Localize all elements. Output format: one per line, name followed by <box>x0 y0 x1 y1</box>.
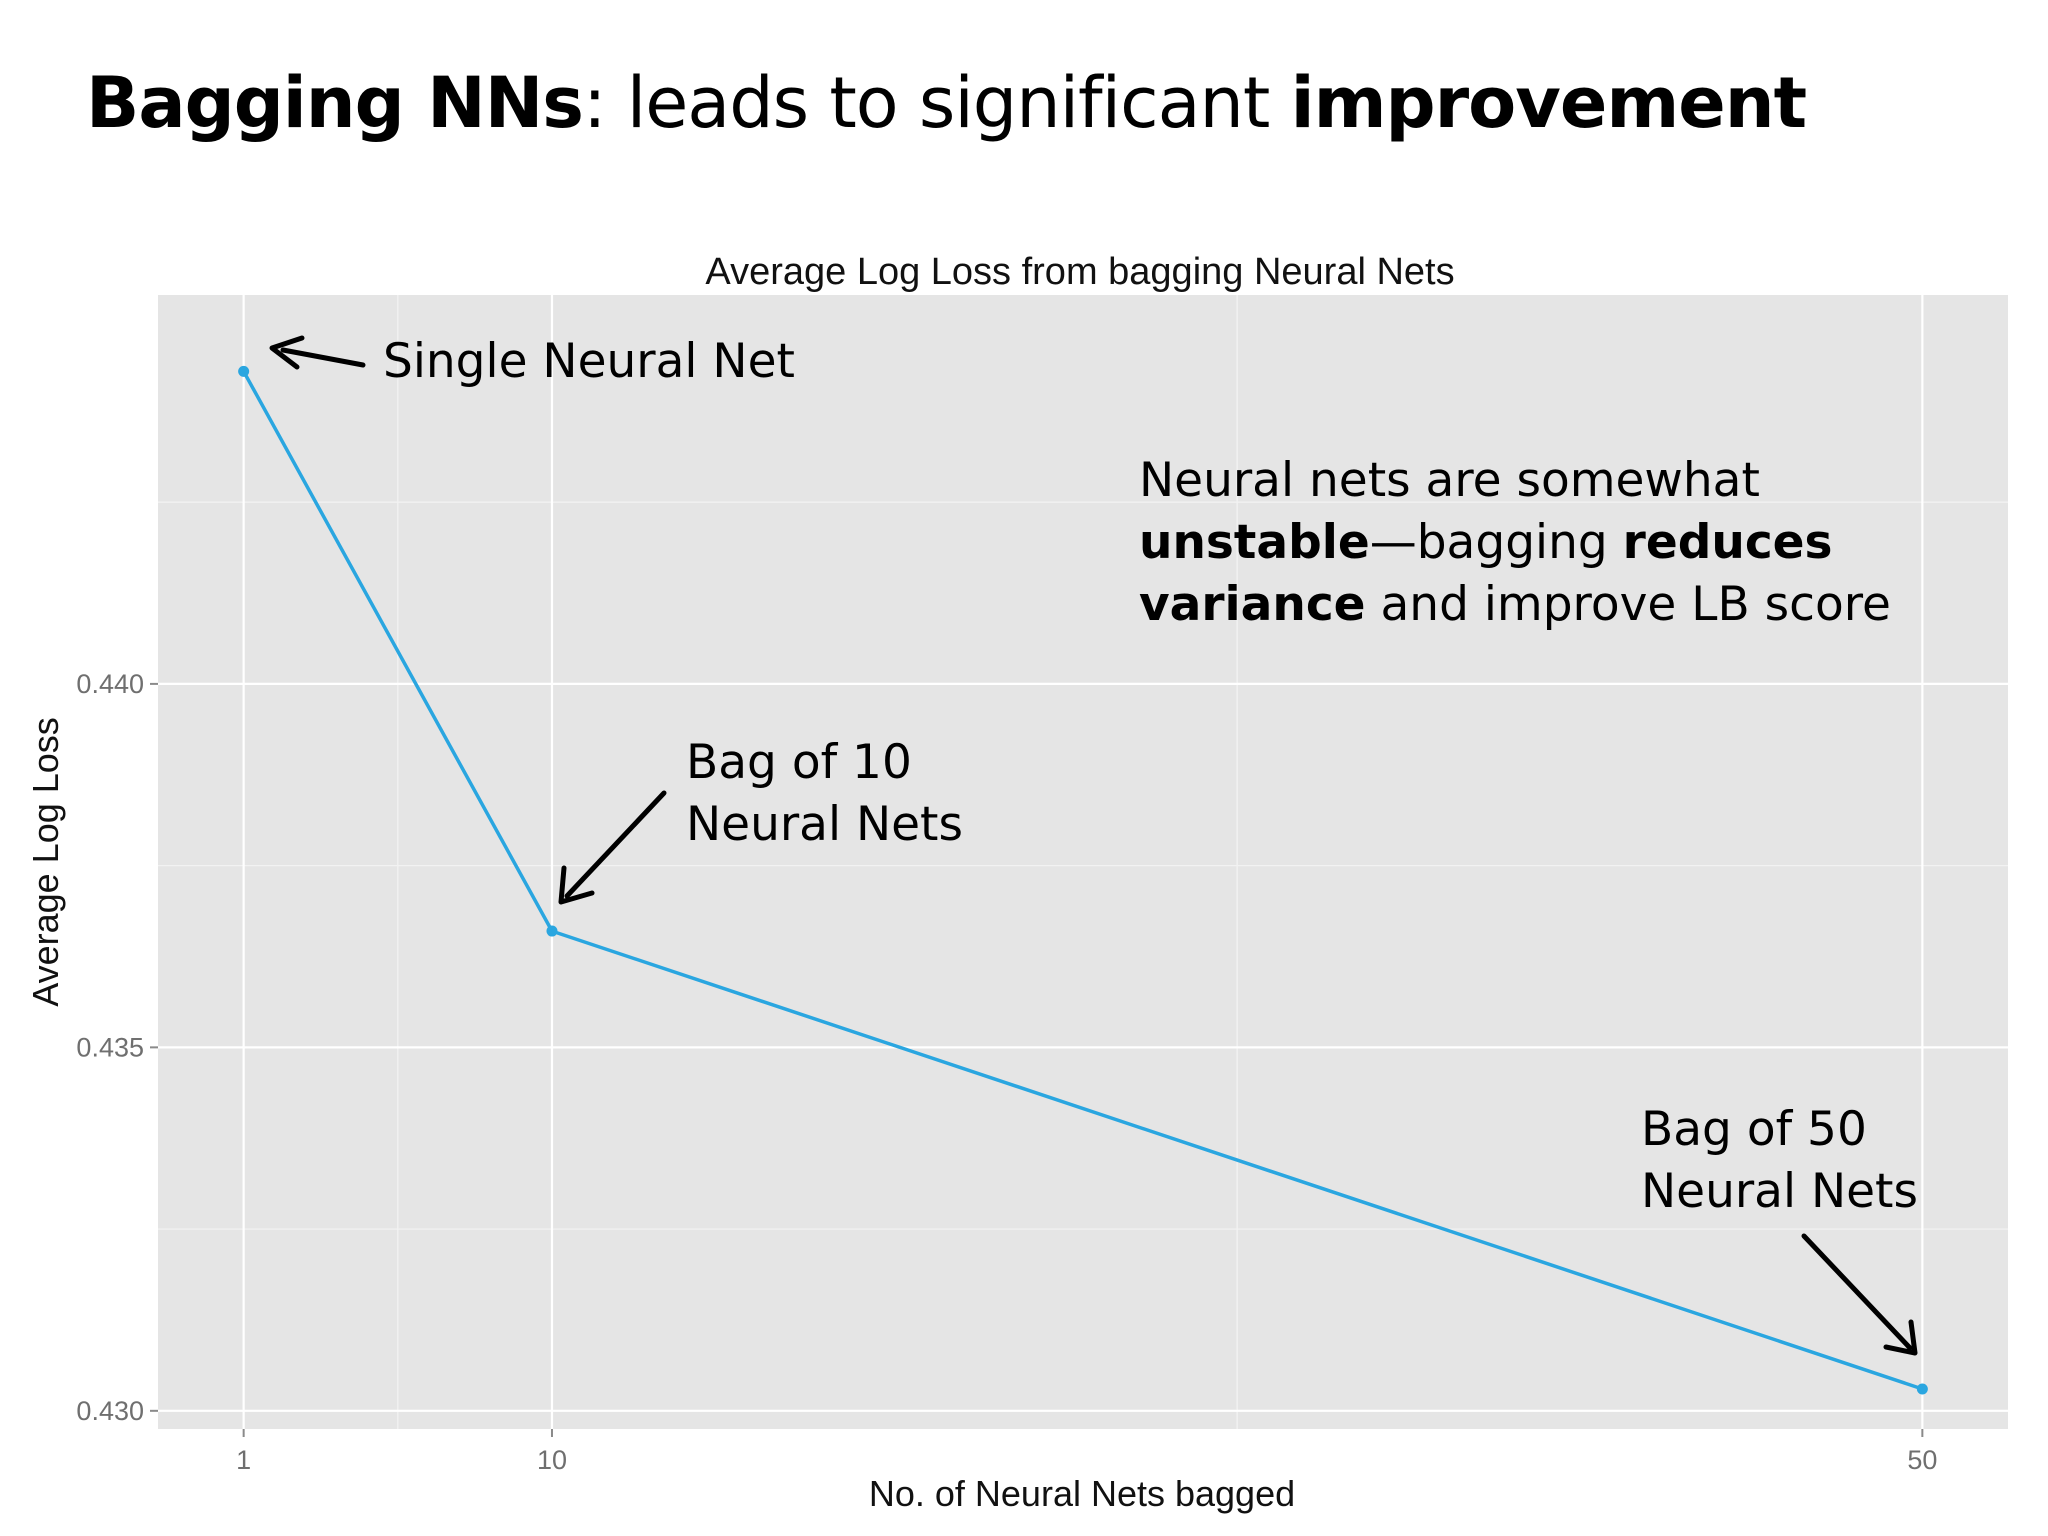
heading-bold-part: Bagging NNs <box>86 62 584 144</box>
arrow-bag50 <box>1801 1233 1918 1356</box>
heading-bold-end: improvement <box>1290 62 1807 144</box>
data-point <box>238 365 250 377</box>
annotation-bag50-line1: Bag of 50 <box>1641 1102 1867 1157</box>
data-point <box>546 925 558 937</box>
data-point <box>1916 1383 1928 1395</box>
tick-labels: 0.430 0.435 0.440 1 10 50 <box>76 669 1937 1475</box>
major-gridlines <box>158 295 2008 1429</box>
y-tick-label: 0.435 <box>76 1032 144 1062</box>
note-line-2: unstable—bagging reduces <box>1139 515 1833 570</box>
y-tick-label: 0.440 <box>76 669 144 699</box>
annotation-single-net: Single Neural Net <box>383 334 795 389</box>
note-variance: variance <box>1139 577 1366 632</box>
note-line-3: variance and improve LB score <box>1139 577 1891 632</box>
minor-gridlines <box>158 295 2008 1429</box>
annotation-bag10-line2: Neural Nets <box>686 797 963 852</box>
note-unstable: unstable <box>1139 515 1370 570</box>
x-tick-label: 10 <box>537 1445 567 1475</box>
y-tick-label: 0.430 <box>76 1396 144 1426</box>
heading-middle-part: : leads to significant <box>582 62 1291 144</box>
x-tick-label: 1 <box>236 1445 251 1475</box>
plot-panel <box>158 295 2008 1429</box>
x-tick-label: 50 <box>1907 1445 1937 1475</box>
note-line-1: Neural nets are somewhat <box>1139 453 1760 508</box>
x-axis-label: No. of Neural Nets bagged <box>869 1473 1295 1514</box>
note-bagging: —bagging <box>1370 515 1623 570</box>
y-axis-label: Average Log Loss <box>25 717 66 1007</box>
annotation-bag10-line1: Bag of 10 <box>686 735 912 790</box>
series-layer <box>238 365 1928 1395</box>
arrow-bag10 <box>558 790 667 905</box>
axis-ticks <box>150 682 1924 1437</box>
slide-heading: Bagging NNs: leads to significant improv… <box>86 62 1807 144</box>
annotation-bag50-line2: Neural Nets <box>1641 1164 1918 1219</box>
note-reduces: reduces <box>1623 515 1833 570</box>
chart-title: Average Log Loss from bagging Neural Net… <box>705 251 1454 293</box>
note-improve: and improve LB score <box>1366 577 1891 632</box>
arrow-single-net <box>269 335 366 370</box>
